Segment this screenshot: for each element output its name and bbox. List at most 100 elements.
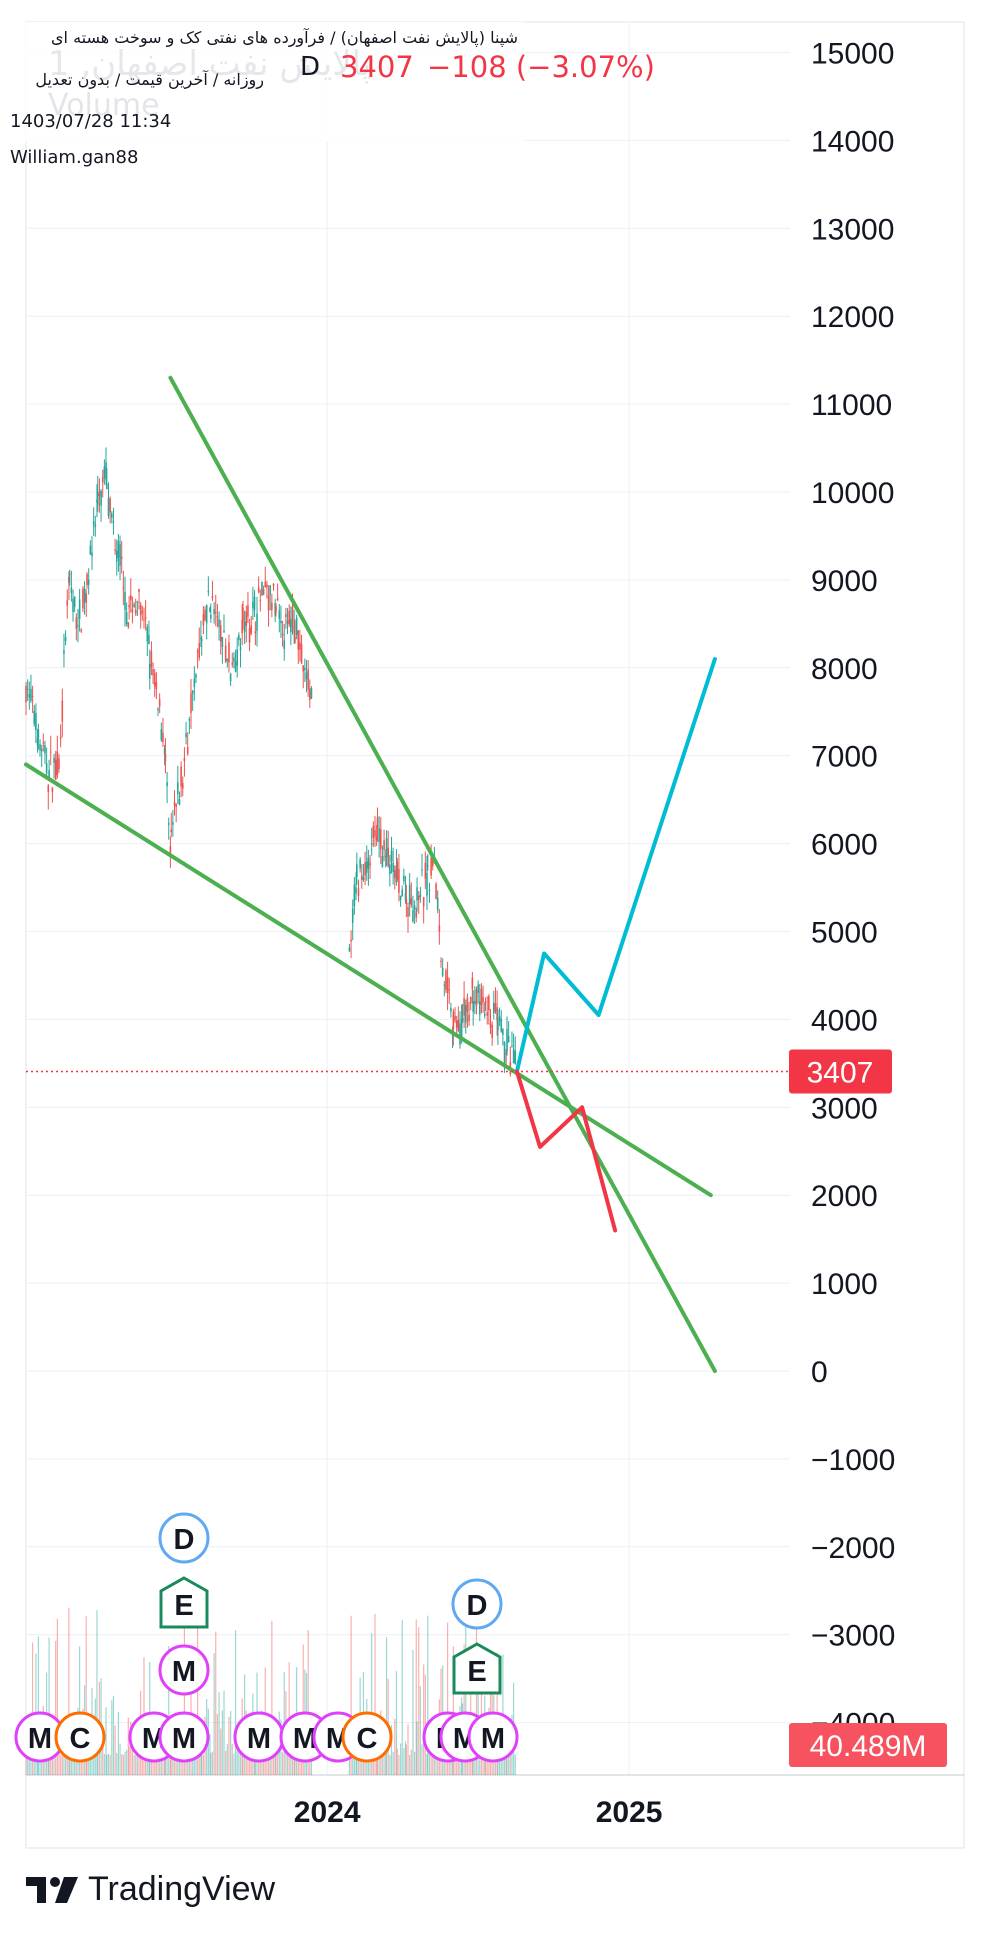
candle-body [89,545,92,555]
candle-body [214,611,217,614]
y-tick-label[interactable]: 5000 [811,917,878,950]
candle-body [356,864,358,877]
candle-body [100,490,102,506]
candle-body [66,600,69,606]
candle-body [61,700,64,722]
candle-body [266,584,268,588]
candle-body [175,803,177,808]
candle-body [300,644,303,664]
y-tick-label[interactable]: −2000 [811,1532,895,1565]
candle-body [381,856,384,868]
bullish-path[interactable] [514,657,717,1074]
event-marker-M[interactable]: M [467,1711,519,1763]
volume-bar [348,1745,351,1775]
y-tick-label[interactable]: 4000 [811,1004,878,1037]
candle-body [278,610,281,619]
candle-body [219,625,222,642]
candle-body [502,1029,504,1035]
volume-bar [372,1753,374,1775]
y-tick-label[interactable]: 8000 [811,653,878,686]
volume-bar [225,1750,227,1775]
x-tick-label[interactable]: 2025 [596,1796,663,1829]
volume-bar [215,1631,217,1775]
price-axis[interactable]: 1500014000130001200011000100009000800070… [811,38,895,1741]
candle-body [103,466,106,478]
y-tick-label[interactable]: 0 [811,1356,828,1389]
candle-body [507,1035,510,1043]
y-tick-label[interactable]: 15000 [811,38,894,71]
volume-bar [437,1754,439,1775]
event-marker-E[interactable]: E [452,1642,502,1695]
y-tick-label[interactable]: −1000 [811,1444,895,1477]
candle-body [350,939,352,942]
y-tick-label[interactable]: 2000 [811,1180,878,1213]
y-tick-label[interactable]: 10000 [811,477,894,510]
candle-body [483,1013,486,1016]
candle-body [351,908,354,923]
candle-body [304,667,306,671]
lower-trendline[interactable] [24,762,713,1198]
event-markers[interactable]: MCMMMMMCMMMDEMDE [14,1512,519,1763]
event-marker-E[interactable]: E [159,1576,209,1629]
y-tick-label[interactable]: 13000 [811,213,894,246]
y-tick-label[interactable]: 1000 [811,1268,878,1301]
event-marker-M[interactable]: M [158,1644,210,1696]
y-tick-label[interactable]: 12000 [811,301,894,334]
candle-body [403,875,405,882]
candle-body [506,1029,508,1052]
upper-trendline[interactable] [168,375,717,1373]
candle-body [158,699,161,707]
bearish-path[interactable] [514,1069,618,1233]
volume-bar [395,1671,398,1775]
candle-body [185,733,187,738]
volume-bar [307,1630,309,1775]
y-tick-label[interactable]: 6000 [811,829,878,862]
candle-body [472,1001,474,1012]
y-tick-label[interactable]: 3000 [811,1092,878,1125]
y-tick-label[interactable]: 9000 [811,565,878,598]
candle-body [239,647,242,651]
y-tick-label[interactable]: −3000 [811,1620,895,1653]
volume-bar [48,1637,50,1775]
candle-body [407,907,409,917]
candle-body [152,669,154,676]
tradingview-brand[interactable]: TradingView [26,1870,275,1909]
event-marker-D[interactable]: D [451,1578,503,1630]
candle-body [28,694,31,698]
volume-bar [302,1644,304,1775]
event-marker-D[interactable]: D [158,1512,210,1564]
event-marker-M[interactable]: M [233,1711,285,1763]
volume-bar [254,1753,256,1775]
candle-body [198,643,201,658]
candle-body [457,1019,460,1032]
volume-bar [484,1750,487,1775]
y-tick-label[interactable]: 11000 [811,389,892,422]
candle-body [167,822,170,825]
y-tick-label[interactable]: 7000 [811,741,878,774]
volume-bar [130,1722,132,1775]
time-axis[interactable]: 2024 2025 [294,1796,663,1829]
y-tick-label[interactable]: 14000 [811,125,894,158]
axis-tags: 3407 40.489M [789,1049,947,1767]
candle-body [384,855,387,858]
x-tick-label[interactable]: 2024 [294,1796,361,1829]
volume-bar [223,1690,225,1775]
event-marker-M[interactable]: M [158,1711,210,1763]
event-marker-M[interactable]: M [14,1711,66,1763]
candle-body [169,846,172,855]
volume-bar [385,1735,387,1775]
candle-body [186,746,189,754]
candle-body [367,857,370,869]
candle-body [153,673,156,687]
event-marker-C[interactable]: C [54,1711,106,1763]
volume-bar [447,1622,449,1775]
volume-bar [216,1714,219,1775]
candle-body [127,622,130,628]
candle-body [262,589,265,595]
volume-bar [36,1753,39,1775]
candle-body [228,642,230,663]
candle-body [275,606,277,613]
event-marker-C[interactable]: C [341,1711,393,1763]
last-price-tag-label: 3407 [807,1057,874,1090]
